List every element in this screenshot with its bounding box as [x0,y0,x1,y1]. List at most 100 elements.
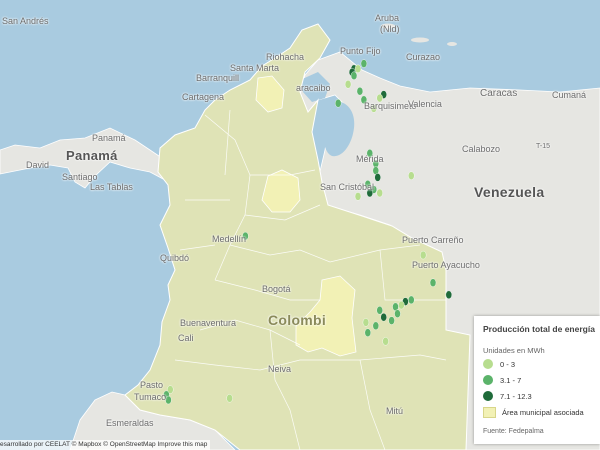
plant-marker[interactable] [242,231,249,241]
highlight-area-meta [295,275,357,357]
legend-label-mid: 3.1 - 7 [500,375,522,385]
plant-marker[interactable] [370,104,377,113]
island-curazao [411,37,429,43]
label-punto-fijo: Punto Fijo [340,46,381,56]
plant-marker[interactable] [372,321,379,330]
plant-marker[interactable] [408,295,415,305]
plant-marker[interactable] [408,171,415,180]
label-san-cristobal: San Cristóbal [320,182,375,192]
label-cali: Cali [178,333,194,343]
plant-marker[interactable] [445,290,452,299]
label-barquisimeto: Barquisimeto [364,101,417,111]
label-santiago: Santiago [62,172,98,182]
attribution-text[interactable]: esarrollado por CEELAT © Mapbox © OpenSt… [0,441,156,448]
plant-marker[interactable] [360,59,368,68]
legend-title: Producción total de energía [483,324,595,334]
plant-marker[interactable] [376,188,383,198]
plant-marker[interactable] [364,328,371,337]
plant-marker[interactable] [350,71,358,80]
highlight-area-cesar [261,169,301,213]
plant-marker[interactable] [364,180,371,189]
label-venezuela-country: Venezuela [474,184,545,200]
label-colombia-country: Colombi [268,312,327,328]
palm-oil-plant-markers [163,59,452,405]
label-david: David [26,160,50,170]
plant-marker[interactable] [398,300,405,310]
label-neiva: Neiva [268,364,292,374]
improve-map-link[interactable]: Improve this map [157,441,208,448]
legend-label-low: 0 - 3 [500,359,516,369]
legend-dot-high [483,391,493,401]
island-bonaire [447,42,457,46]
legend-dot-mid [483,375,493,385]
map-attribution: esarrollado por CEELAT © Mapbox © OpenSt… [0,440,211,450]
legend-area: Área municipal asociada [483,406,584,418]
label-nld: (Nld) [380,24,400,34]
plant-marker[interactable] [380,313,387,322]
map-legend: Producción total de energía Unidades en … [474,316,600,444]
label-riohacha: Riohacha [266,52,305,62]
plant-marker[interactable] [165,395,172,405]
label-san-andres: San Andrés [2,16,49,26]
plant-marker[interactable] [354,64,362,74]
plant-marker[interactable] [382,337,389,346]
plant-marker[interactable] [362,318,370,327]
plant-marker[interactable] [374,173,381,182]
plant-marker[interactable] [366,149,373,158]
label-pasto: Pasto [140,380,164,390]
gulf-venezuela [300,72,330,102]
label-aruba: Aruba [375,13,400,23]
plant-marker[interactable] [344,80,352,89]
legend-class-low: 0 - 3 [483,358,515,370]
department-borders [174,109,447,450]
highlight-area-magdalena [255,75,285,113]
plant-marker[interactable] [376,93,383,103]
legend-area-swatch [483,406,496,418]
plant-marker[interactable] [366,188,373,198]
label-t15: T-15 [536,143,551,150]
label-puerto-ayacucho: Puerto Ayacucho [412,260,480,270]
label-mitu: Mitú [386,406,404,416]
label-medellin: Medellín [212,234,247,244]
label-las-tablas: Las Tablas [90,182,133,192]
plant-marker[interactable] [429,278,437,287]
legend-dot-low [483,359,493,369]
legend-label-high: 7.1 - 12.3 [500,391,532,401]
plant-marker[interactable] [420,250,427,260]
plant-marker[interactable] [335,99,342,108]
label-merida: Mérida [356,154,384,164]
island-aruba [381,23,395,29]
label-esmeraldas: Esmeraldas [106,418,154,428]
label-maracaibo: aracaibo [296,83,331,93]
legend-source: Fuente: Fedepalma [483,428,544,435]
label-cartagena: Cartagena [182,92,225,102]
label-bogota: Bogotá [262,284,291,294]
plant-marker[interactable] [360,95,368,105]
legend-area-label: Área municipal asociada [502,407,584,417]
label-santa-marta: Santa Marta [230,63,280,73]
plant-marker[interactable] [354,192,362,201]
plant-marker[interactable] [356,86,364,96]
plant-marker[interactable] [388,316,395,325]
legend-subtitle: Unidades en MWh [483,346,545,355]
plant-marker[interactable] [226,394,233,403]
label-buenaventura: Buenaventura [180,318,237,328]
label-valencia: Valencia [408,99,442,109]
label-tumaco: Tumaco [134,392,167,402]
label-curazao: Curazao [406,52,441,62]
legend-class-mid: 3.1 - 7 [483,374,521,386]
label-panama-country: Panamá [66,148,118,163]
label-panama-city: Panamá [92,133,126,143]
label-puerto-carreno: Puerto Carreño [402,235,464,245]
label-caracas: Caracas [480,88,518,99]
plant-marker[interactable] [394,309,401,318]
label-calabozo: Calabozo [462,144,501,154]
label-quibdo: Quibdó [160,253,190,263]
plant-marker[interactable] [167,385,174,394]
label-barranquilla: Barranquill [196,73,240,83]
label-cumana: Cumaná [552,90,587,100]
legend-class-high: 7.1 - 12.3 [483,390,532,402]
plant-marker[interactable] [376,306,383,315]
land-panama [0,127,176,189]
lake-maracaibo [322,101,355,157]
